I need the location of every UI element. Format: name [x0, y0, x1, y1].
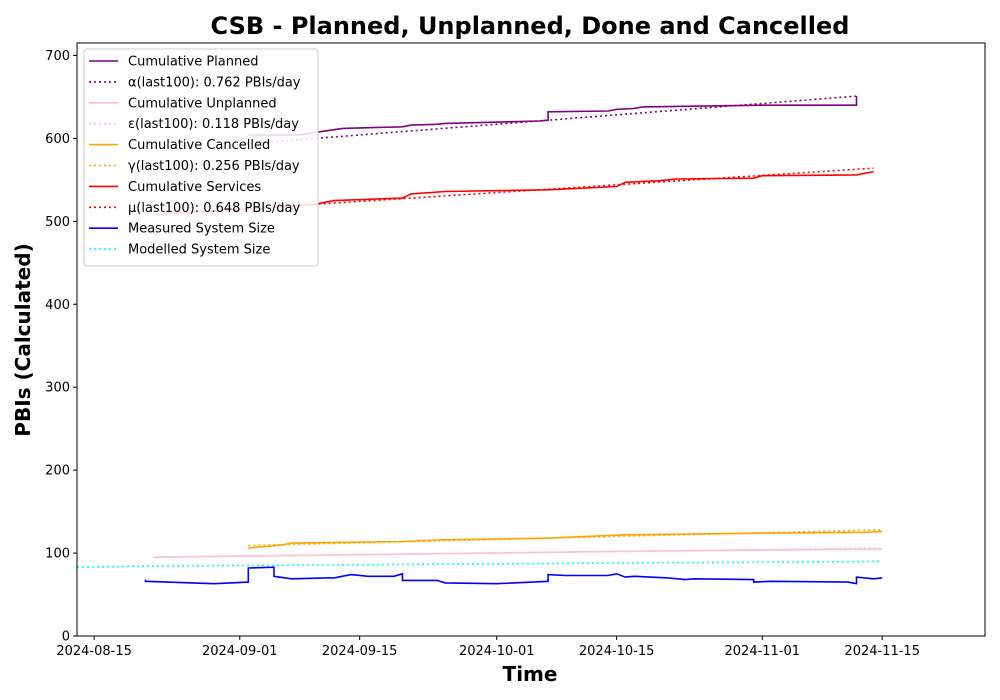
series-line-8	[144, 566, 883, 585]
x-axis-label: Time	[503, 662, 558, 686]
x-tick-label: 2024-09-15	[322, 644, 398, 659]
x-tick-label: 2024-11-15	[844, 644, 920, 659]
y-axis: 0 100 200 300 400 500 600 700	[45, 49, 77, 645]
legend-entry-label: Cumulative Planned	[128, 55, 258, 70]
series-line-6	[154, 170, 874, 216]
x-tick-label: 2024-10-15	[579, 644, 655, 659]
y-tick-label: 300	[45, 381, 70, 396]
y-tick-label: 200	[45, 464, 70, 479]
series-line-0	[248, 96, 858, 136]
series-line-4	[248, 530, 883, 549]
series-line-5	[248, 529, 883, 547]
y-axis-label: PBIs (Calculated)	[11, 243, 35, 436]
plot-frame	[76, 42, 986, 637]
series-line-3	[154, 547, 883, 558]
x-tick-label: 2024-10-01	[459, 644, 535, 659]
series-line-9	[77, 560, 883, 568]
legend-entry-label: ε(last100): 0.118 PBIs/day	[128, 117, 299, 132]
y-tick-label: 0	[62, 630, 70, 645]
y-tick-label: 400	[45, 298, 70, 313]
y-tick-label: 600	[45, 132, 70, 147]
legend-entry-label: Cumulative Cancelled	[128, 138, 270, 153]
x-tick-label: 2024-08-15	[56, 644, 132, 659]
x-axis: 2024-08-15 2024-09-01 2024-09-15 2024-10-01…	[56, 636, 920, 659]
x-tick-label: 2024-11-01	[725, 644, 801, 659]
legend-entry-label: Cumulative Services	[128, 180, 261, 195]
legend-entry-label: μ(last100): 0.648 PBIs/day	[128, 201, 300, 216]
y-tick-label: 100	[45, 547, 70, 562]
legend-entry-label: γ(last100): 0.256 PBIs/day	[128, 159, 300, 174]
legend-box	[83, 48, 319, 267]
legend-entry-label: α(last100): 0.762 PBIs/day	[128, 75, 301, 90]
y-tick-label: 500	[45, 215, 70, 230]
legend-entry-label: Cumulative Unplanned	[128, 96, 277, 111]
y-tick-label: 700	[45, 49, 70, 64]
x-tick-label: 2024-09-01	[202, 644, 278, 659]
chart-title: CSB - Planned, Unplanned, Done and Cance…	[211, 12, 850, 40]
legend-entry-label: Measured System Size	[128, 222, 275, 237]
legend: Cumulative Planned α(last100): 0.762 PBIs…	[83, 48, 319, 267]
legend-entry-label: Modelled System Size	[128, 243, 270, 258]
